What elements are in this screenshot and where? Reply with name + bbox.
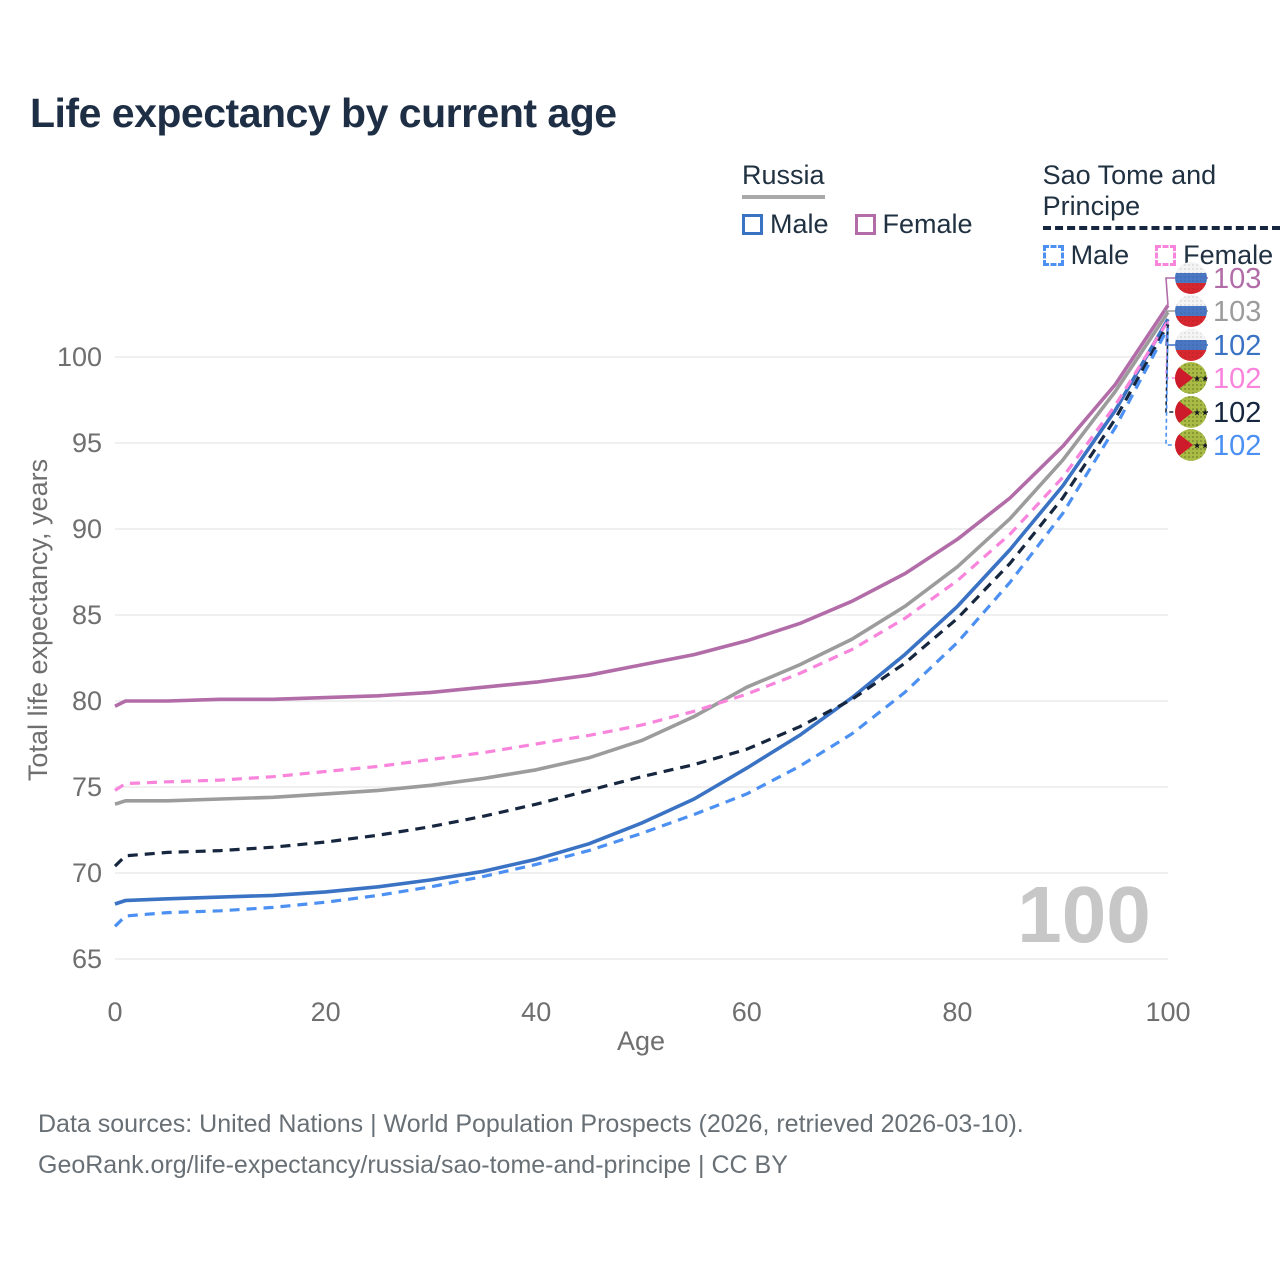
gridlines xyxy=(115,356,1168,960)
x-axis-title: Age xyxy=(617,1026,665,1056)
series-line-russia-male[interactable] xyxy=(114,318,1170,906)
y-tick-95: 95 xyxy=(72,428,102,458)
end-value-russia-both-sexes: 103 xyxy=(1213,296,1261,328)
legend-swatch-icon xyxy=(1042,245,1064,266)
russia-flag-icon xyxy=(1175,262,1207,294)
legend-country-label[interactable]: Russia xyxy=(742,160,825,199)
x-tick-100: 100 xyxy=(1145,997,1190,1027)
legend-item-sao-tome-and-principe-male[interactable]: Male xyxy=(1042,240,1130,271)
end-value-russia-male: 102 xyxy=(1213,330,1261,362)
legend: Russia Male Female Sao Tome and Principe Mal… xyxy=(742,160,1280,271)
series-line-russia-both-sexes[interactable] xyxy=(114,311,1170,806)
footer-data-sources: Data sources: United Nations | World Pop… xyxy=(38,1110,1024,1138)
y-axis-title: Total life expectancy, years xyxy=(23,459,53,781)
legend-group-sao-tome-and-principe: Sao Tome and Principe Male Female xyxy=(1042,160,1280,271)
legend-group-russia: Russia Male Female xyxy=(742,160,973,271)
y-tick-65: 65 xyxy=(72,944,102,974)
legend-country-label[interactable]: Sao Tome and Principe xyxy=(1042,160,1280,230)
legend-item-russia-female[interactable]: Female xyxy=(854,209,973,240)
sao-tome-and-principe-flag-icon: ★★ xyxy=(1175,396,1209,428)
end-value-russia-female: 103 xyxy=(1213,263,1261,295)
y-tick-70: 70 xyxy=(72,858,102,888)
y-tick-90: 90 xyxy=(72,514,102,544)
y-tick-85: 85 xyxy=(72,600,102,630)
series-line-sao-tome-and-principe-both-sexes[interactable] xyxy=(113,323,1170,868)
y-tick-80: 80 xyxy=(72,686,102,716)
legend-item-russia-male[interactable]: Male xyxy=(742,209,829,240)
legend-item-label: Male xyxy=(1070,240,1130,270)
x-tick-0: 0 xyxy=(107,997,122,1027)
legend-row: Male Female xyxy=(1042,240,1280,271)
end-value-sao-tome-and-principe-female: 102 xyxy=(1213,363,1261,395)
y-tick-100: 100 xyxy=(57,342,102,372)
russia-flag-icon xyxy=(1175,329,1207,361)
end-value-sao-tome-and-principe-both-sexes: 102 xyxy=(1213,397,1261,429)
y-axis-tick-labels: 65 70 75 80 85 90 95 100 xyxy=(57,342,102,974)
svg-text:★★: ★★ xyxy=(1193,374,1209,384)
svg-text:★★: ★★ xyxy=(1193,408,1209,418)
legend-swatch-icon xyxy=(1155,245,1177,266)
x-tick-60: 60 xyxy=(732,997,762,1027)
series-line-sao-tome-and-principe-male[interactable] xyxy=(113,327,1170,928)
legend-swatch-icon xyxy=(742,214,763,235)
footer: Data sources: United Nations | World Pop… xyxy=(38,1104,1024,1186)
end-value-sao-tome-and-principe-male: 102 xyxy=(1213,430,1261,462)
age-frame-watermark: 100 xyxy=(1017,870,1150,959)
series-line-sao-tome-and-principe-female[interactable] xyxy=(114,320,1170,792)
series-lines xyxy=(113,304,1170,928)
x-tick-80: 80 xyxy=(942,997,972,1027)
series-line-russia-female[interactable] xyxy=(114,304,1170,708)
page-title: Life expectancy by current age xyxy=(30,90,617,136)
x-tick-40: 40 xyxy=(521,997,551,1027)
legend-swatch-icon xyxy=(854,214,876,235)
sao-tome-and-principe-flag-icon: ★★ xyxy=(1175,429,1209,461)
footer-attribution: GeoRank.org/life-expectancy/russia/sao-t… xyxy=(38,1151,788,1179)
x-axis-tick-labels: 0 20 40 60 80 100 xyxy=(107,997,1190,1027)
x-tick-20: 20 xyxy=(311,997,341,1027)
legend-item-label: Male xyxy=(770,209,829,239)
legend-item-label: Female xyxy=(882,209,973,239)
russia-flag-icon xyxy=(1175,295,1207,327)
svg-text:★★: ★★ xyxy=(1193,441,1209,451)
legend-row: Male Female xyxy=(742,209,973,240)
y-tick-75: 75 xyxy=(72,772,102,802)
sao-tome-and-principe-flag-icon: ★★ xyxy=(1175,362,1209,394)
